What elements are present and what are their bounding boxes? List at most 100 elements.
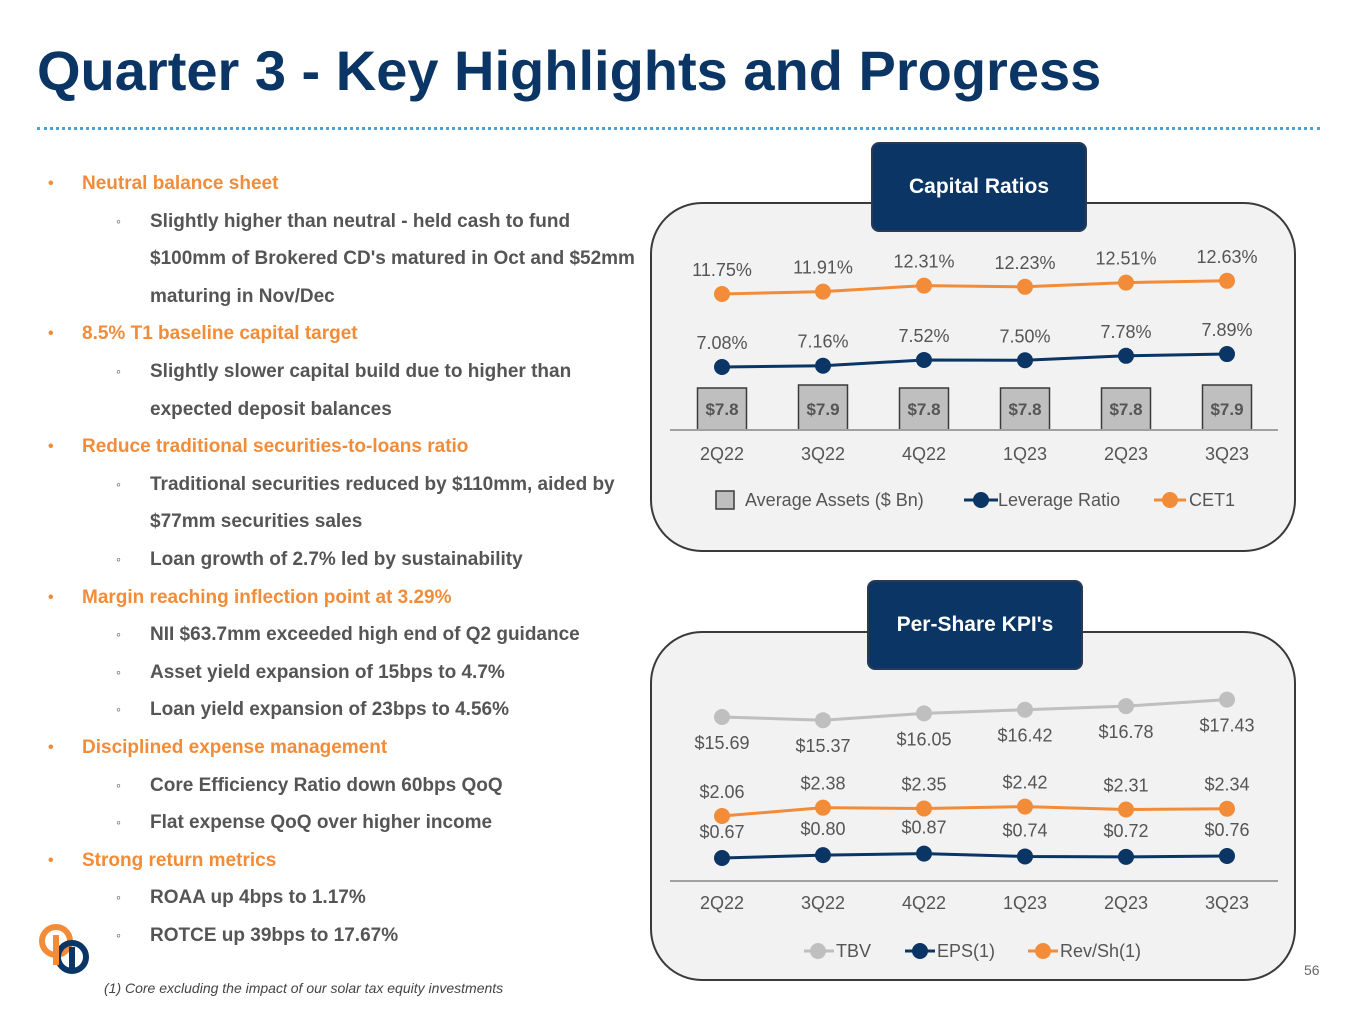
x-tick-label: 2Q23 (1104, 893, 1148, 913)
page-title: Quarter 3 - Key Highlights and Progress (37, 39, 1102, 102)
bullet-circle-icon: ◦ (116, 626, 121, 643)
cet1-data-label: 12.51% (1095, 249, 1156, 269)
leverage-ratio-point (714, 359, 730, 375)
x-tick-label: 2Q22 (700, 444, 744, 464)
bullet-text: Loan yield expansion of 23bps to 4.56% (150, 699, 509, 721)
rev-per-share-data-label: $2.38 (800, 774, 845, 794)
bullet-text: Disciplined expense management (82, 736, 388, 758)
bar (999, 387, 1051, 431)
sub-bullet-item: ◦ Traditional securities reduced by $110m… (44, 466, 640, 541)
cet1-point (815, 283, 831, 300)
bar (1201, 384, 1253, 431)
leverage-ratio-data-label: 7.50% (999, 326, 1050, 346)
bullet-item: • Margin reaching inflection point at 3.2… (44, 579, 644, 617)
per-share-kpi-panel: 2Q22 3Q22 4Q22 1Q23 2Q23 3Q23 $15.69 $15.37 $16.… (650, 631, 1296, 981)
bullet-dot-icon: • (48, 438, 54, 456)
cet1-data-label: 12.63% (1196, 247, 1257, 267)
rev-per-share-line (721, 805, 1228, 818)
tbv-point (1017, 701, 1033, 718)
bullet-dot-icon: • (48, 851, 54, 869)
x-tick-label: 1Q23 (1003, 444, 1047, 464)
sub-bullet-item: ◦ Slightly higher than neutral - held cas… (44, 203, 640, 316)
rev-per-share-data-label: $2.42 (1002, 773, 1047, 793)
bullet-text: 8.5% T1 baseline capital target (82, 323, 358, 345)
bullet-dot-icon: • (48, 175, 54, 192)
bullet-circle-icon: ◦ (116, 212, 121, 229)
bullet-text: Traditional securities reduced by $110mm… (150, 473, 615, 533)
sub-bullet-item: ◦ Slightly slower capital build due to hi… (44, 353, 640, 428)
tbv-point (916, 705, 932, 722)
legend-label: Average Assets ($ Bn) (745, 490, 924, 510)
tbv-data-label: $16.05 (896, 729, 951, 749)
footnote: (1) Core excluding the impact of our sol… (104, 980, 504, 996)
capital-ratios-title: Capital Ratios (871, 142, 1087, 232)
leverage-ratio-point (1118, 347, 1134, 364)
eps-data-label: $0.80 (800, 819, 845, 839)
cet1-data-label: 12.23% (994, 253, 1055, 273)
legend-point-swatch (1162, 492, 1178, 508)
rev-per-share-point (1219, 800, 1235, 817)
eps-point (916, 845, 932, 862)
tbv-data-label: $15.37 (795, 736, 850, 756)
per-share-kpi-title: Per-Share KPI's (867, 580, 1083, 670)
bullet-text: ROTCE up 39bps to 17.67% (150, 924, 399, 946)
bullet-dot-icon: • (48, 325, 54, 343)
x-tick-label: 3Q22 (801, 444, 845, 464)
rev-per-share-point (714, 808, 730, 824)
sub-bullet-item: ◦ NII $63.7mm exceeded high end of Q2 gui… (44, 616, 640, 654)
bullet-dot-icon: • (48, 588, 54, 606)
eps-data-label: $0.87 (901, 818, 946, 838)
capital-ratios-panel: $7.8 $7.9 $7.8 $7.8 $7.8 $7.9 2Q22 3Q22 4Q22 1Q23… (650, 202, 1296, 552)
bar-label: $7.8 (705, 400, 738, 419)
legend-label: Leverage Ratio (998, 490, 1120, 510)
cet1-data-label: 11.75% (692, 260, 752, 280)
bullet-circle-icon: ◦ (116, 926, 121, 943)
bar-label: $7.8 (1109, 400, 1142, 419)
leverage-ratio-data-label: 7.78% (1100, 322, 1151, 342)
bar-label: $7.8 (907, 400, 940, 419)
cet1-data-label: 12.31% (893, 252, 954, 272)
leverage-ratio-point (815, 357, 831, 374)
bullet-text: Asset yield expansion of 15bps to 4.7% (150, 661, 505, 683)
bullet-text: Flat expense QoQ over higher income (150, 812, 493, 834)
tbv-data-label: $15.69 (694, 733, 749, 753)
bullet-item: • Reduce traditional securities-to-loans … (44, 428, 644, 466)
leverage-ratio-point (1219, 346, 1235, 363)
bullet-circle-icon: ◦ (116, 362, 121, 379)
bullet-text: Neutral balance sheet (82, 173, 279, 194)
rev-per-share-data-label: $2.35 (901, 774, 946, 794)
bullet-circle-icon: ◦ (116, 814, 121, 831)
legend-bar-swatch (715, 490, 735, 510)
sub-bullet-item: ◦ Loan growth of 2.7% led by sustainabili… (44, 541, 640, 579)
bullet-item: • Strong return metrics (44, 842, 644, 880)
bullet-text: Reduce traditional securities-to-loans r… (82, 436, 469, 458)
x-tick-label: 4Q22 (902, 893, 946, 913)
cet1-point (714, 286, 730, 302)
x-tick-label: 3Q22 (801, 893, 845, 913)
legend-point-swatch (810, 943, 826, 959)
legend-label: TBV (836, 941, 871, 961)
bullet-circle-icon: ◦ (116, 776, 121, 793)
leverage-ratio-data-label: 7.52% (898, 326, 949, 346)
bar-label: $7.9 (1210, 400, 1243, 419)
leverage-ratio-line (721, 352, 1228, 369)
legend-point-swatch (973, 492, 989, 508)
eps-data-label: $0.72 (1103, 821, 1148, 841)
sub-bullet-item: ◦ ROAA up 4bps to 1.17% (44, 879, 640, 917)
eps-point (1017, 848, 1033, 865)
sub-bullet-item: ◦ ROTCE up 39bps to 17.67% (44, 917, 640, 955)
sub-bullet-item: ◦ Loan yield expansion of 23bps to 4.56% (44, 691, 640, 729)
cet1-point (1219, 272, 1235, 289)
legend-label: CET1 (1189, 490, 1235, 510)
leverage-ratio-data-label: 7.16% (797, 332, 848, 352)
page-number: 56 (1304, 962, 1320, 978)
eps-data-label: $0.74 (1002, 820, 1047, 840)
x-tick-label: 3Q23 (1205, 444, 1249, 464)
bar-label: $7.8 (1008, 400, 1041, 419)
bar (898, 387, 950, 431)
x-tick-label: 4Q22 (902, 444, 946, 464)
tbv-point (714, 709, 730, 725)
tbv-point (815, 712, 831, 729)
bar (696, 387, 748, 431)
bullet-item: • Neutral balance sheet (44, 165, 644, 203)
